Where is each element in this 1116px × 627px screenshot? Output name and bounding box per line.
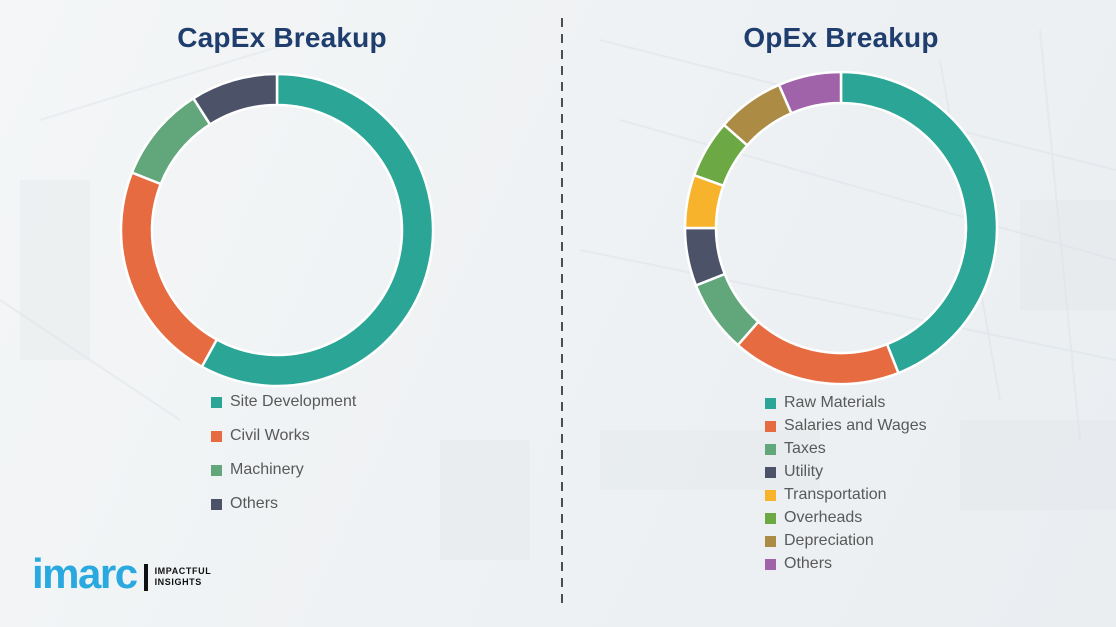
legend-label: Utility [784, 463, 824, 480]
legend-item-raw-materials: Raw Materials [765, 392, 927, 414]
legend-item-depreciation: Depreciation [765, 530, 927, 552]
imarc-logo-tagline: IMPACTFUL INSIGHTS [155, 566, 212, 588]
donut-segment-others [777, 70, 843, 115]
capex-legend: Site Development Civil Works Machinery Othe… [211, 391, 356, 527]
legend-item-overheads: Overheads [765, 507, 927, 529]
capex-chart-title: CapEx Breakup [177, 22, 387, 53]
legend-item-site-development: Site Development [211, 391, 356, 413]
legend-label: Depreciation [784, 532, 874, 549]
legend-item-taxes: Taxes [765, 438, 927, 460]
opex-legend: Raw Materials Salaries and Wages Taxes Util… [765, 392, 927, 576]
legend-swatch [211, 498, 222, 510]
donut-segment-others [192, 72, 279, 126]
legend-item-utility: Utility [765, 461, 927, 483]
vertical-dashed-separator [561, 18, 563, 608]
legend-label: Taxes [784, 440, 826, 457]
legend-swatch [211, 430, 222, 442]
capex-donut-chart [117, 70, 437, 390]
imarc-logo: imarc IMPACTFUL INSIGHTS [32, 553, 211, 595]
legend-item-others: Others [765, 553, 927, 575]
legend-swatch [765, 512, 776, 524]
opex-chart-title: OpEx Breakup [743, 22, 939, 53]
donut-segment-civil-works [119, 171, 219, 368]
imarc-logo-wordmark: imarc [32, 550, 138, 597]
legend-swatch [765, 535, 776, 547]
legend-item-machinery: Machinery [211, 459, 356, 481]
legend-item-civil-works: Civil Works [211, 425, 356, 447]
legend-swatch [765, 489, 776, 501]
legend-swatch [765, 558, 776, 570]
donut-segment-salaries-and-wages [736, 320, 900, 386]
legend-swatch [765, 466, 776, 478]
legend-label: Others [784, 555, 833, 572]
legend-label: Others [230, 495, 279, 512]
legend-swatch [211, 464, 222, 476]
legend-label: Machinery [230, 461, 304, 478]
legend-item-transportation: Transportation [765, 484, 927, 506]
legend-item-others: Others [211, 493, 356, 515]
legend-swatch [765, 443, 776, 455]
imarc-logo-divider-bar [143, 563, 148, 591]
legend-swatch [765, 397, 776, 409]
legend-label: Site Development [230, 393, 357, 410]
donut-segment-raw-materials [839, 70, 999, 375]
legend-label: Raw Materials [784, 394, 886, 411]
legend-swatch [211, 396, 222, 408]
legend-label: Overheads [784, 509, 863, 526]
legend-label: Transportation [784, 486, 887, 503]
legend-swatch [765, 420, 776, 432]
legend-label: Salaries and Wages [784, 417, 927, 434]
donut-segment-site-development [200, 72, 435, 388]
imarc-tagline-line1: IMPACTFUL [154, 566, 212, 576]
donut-segment-utility [683, 226, 727, 287]
legend-label: Civil Works [230, 427, 310, 444]
imarc-tagline-line2: INSIGHTS [154, 577, 202, 587]
opex-donut-chart [681, 68, 1001, 388]
legend-item-salaries-and-wages: Salaries and Wages [765, 415, 927, 437]
donut-segment-machinery [130, 97, 212, 186]
